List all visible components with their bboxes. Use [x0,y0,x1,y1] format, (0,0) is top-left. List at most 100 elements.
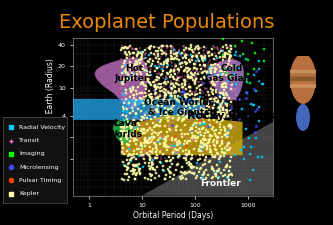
Point [200,137,206,140]
Point [132,65,138,68]
Point [197,64,203,67]
Point [173,52,178,56]
Point [163,140,168,144]
Point [203,168,208,172]
Point [228,107,234,110]
Point [212,46,217,50]
Point [209,76,215,79]
Point [126,153,132,156]
Point [141,132,146,135]
Point [144,90,149,93]
Point [218,105,224,108]
Point [124,72,129,75]
Point [166,124,172,127]
Point [190,73,196,77]
Point [130,51,136,55]
Text: Transit: Transit [19,138,40,143]
Point [192,79,198,83]
Point [222,101,227,105]
Point [158,130,163,134]
Point [211,142,217,146]
Point [173,141,178,144]
Point [228,146,233,150]
Point [129,148,134,152]
Point [167,121,173,125]
Point [143,91,148,95]
Point [169,139,174,142]
Point [129,126,134,129]
Point [217,123,223,126]
Point [215,152,221,155]
Point [165,107,170,111]
Point [227,115,232,119]
Point [125,132,130,136]
Point [189,55,195,59]
Point [119,125,125,129]
Point [208,85,214,88]
Point [174,97,179,101]
Point [135,126,140,129]
Point [147,150,152,153]
Point [168,68,173,72]
Point [191,138,196,142]
Point [212,84,217,87]
Point [245,91,250,95]
Point [144,140,149,143]
Point [124,106,129,110]
Point [216,176,221,180]
Point [200,65,205,69]
Point [153,53,158,57]
Point [254,107,260,111]
Point [210,155,215,159]
Point [202,137,208,140]
Point [203,148,208,152]
Point [147,95,153,99]
Point [214,147,219,151]
Point [141,83,147,87]
Point [145,81,150,84]
Point [190,127,195,131]
Point [154,115,159,118]
Point [165,119,170,122]
Point [166,128,171,131]
Point [147,68,152,72]
Point [147,79,152,83]
Point [170,120,175,124]
Point [173,91,179,94]
Point [139,53,145,57]
Point [147,120,152,124]
Point [205,66,210,69]
Point [218,106,223,109]
Point [208,53,214,57]
Point [223,111,229,114]
Point [209,128,214,131]
Point [184,98,190,101]
Point [192,47,197,51]
Point [173,140,178,144]
Point [209,67,215,70]
Point [119,115,124,118]
Point [189,166,195,169]
Point [181,115,186,118]
Point [211,106,216,110]
Point [131,56,136,60]
Point [192,110,198,114]
Point [131,140,136,143]
Point [119,141,125,144]
Point [226,148,232,151]
Point [152,85,158,88]
Point [174,74,179,78]
Point [120,150,125,154]
Point [121,46,127,50]
Point [120,146,126,150]
Point [126,45,132,49]
Point [224,164,229,168]
Point [227,74,232,78]
Point [188,112,193,116]
Point [222,52,227,56]
Point [213,128,218,131]
Point [228,118,233,122]
Point [237,66,242,70]
Point [159,97,164,101]
Point [167,89,172,93]
